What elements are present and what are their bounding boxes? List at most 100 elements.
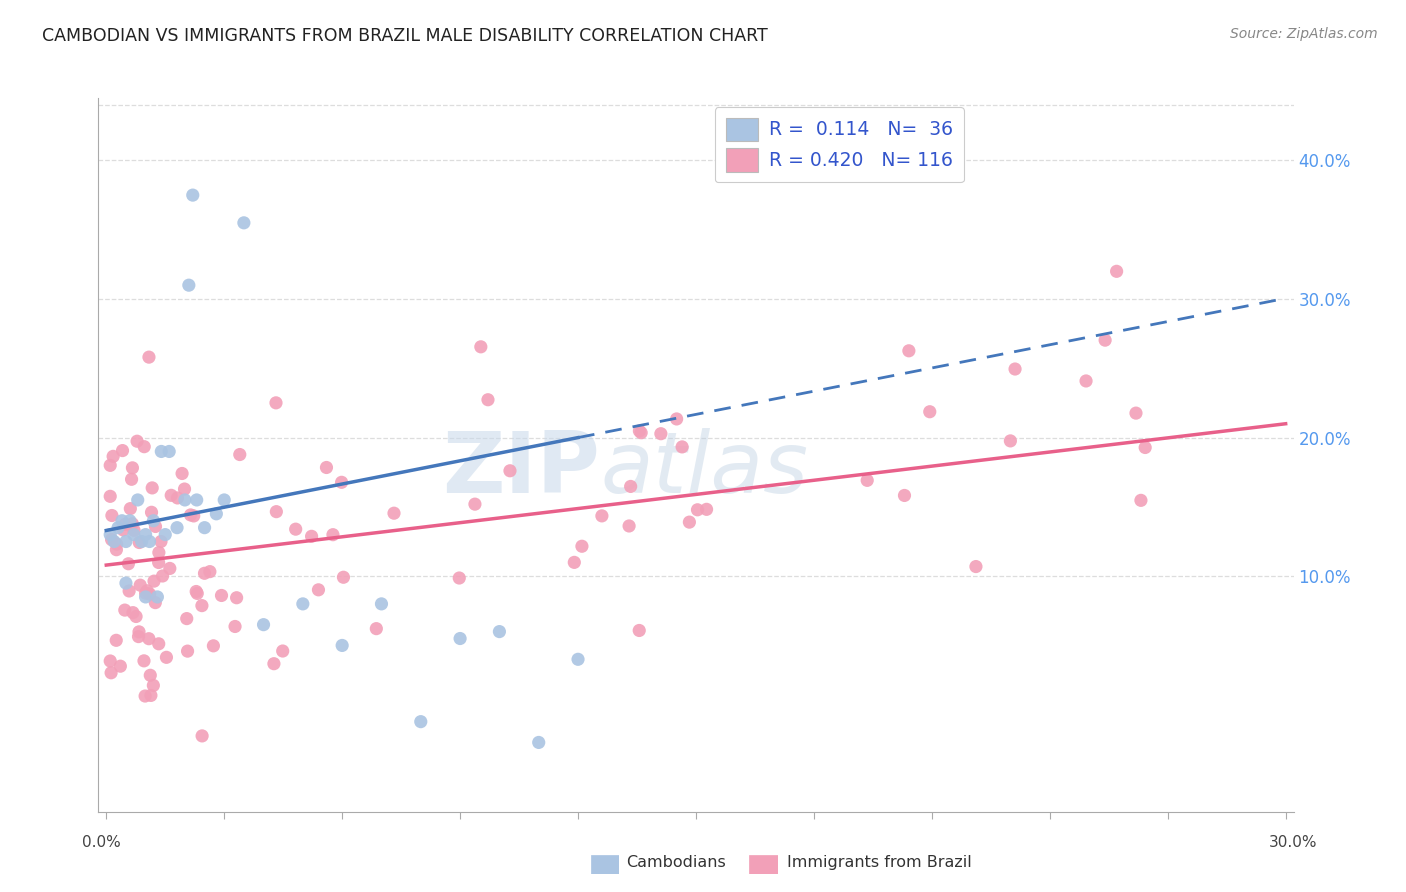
- Point: [142, 678, 165, 692]
- Point: [315, 460, 337, 475]
- Point: [141, 481, 163, 495]
- Point: [176, 611, 198, 625]
- Point: [263, 657, 285, 671]
- Point: [128, 630, 150, 644]
- Point: [122, 524, 145, 538]
- Point: [252, 617, 274, 632]
- Point: [470, 340, 492, 354]
- Point: [628, 424, 651, 438]
- Point: [155, 650, 177, 665]
- Point: [128, 535, 150, 549]
- Point: [965, 559, 987, 574]
- Point: [128, 624, 150, 639]
- Point: [120, 501, 142, 516]
- Point: [370, 597, 392, 611]
- Point: [139, 587, 162, 601]
- Point: [628, 624, 651, 638]
- Text: Cambodians: Cambodians: [626, 855, 725, 870]
- Point: [139, 668, 162, 682]
- Point: [229, 448, 252, 462]
- Point: [136, 583, 159, 598]
- Point: [111, 443, 134, 458]
- Point: [101, 450, 124, 464]
- Point: [409, 714, 432, 729]
- Point: [121, 472, 143, 486]
- Point: [186, 586, 208, 600]
- Point: [138, 632, 160, 646]
- Point: [671, 440, 693, 454]
- Point: [105, 542, 128, 557]
- Point: [98, 527, 121, 541]
- Text: 30.0%: 30.0%: [1270, 836, 1317, 850]
- Point: [205, 507, 228, 521]
- Point: [121, 516, 143, 531]
- Point: [111, 514, 134, 528]
- Text: Immigrants from Brazil: Immigrants from Brazil: [787, 855, 972, 870]
- Point: [665, 412, 688, 426]
- Point: [1133, 441, 1156, 455]
- Point: [103, 534, 125, 549]
- Point: [107, 521, 129, 535]
- Point: [146, 590, 169, 604]
- Point: [1094, 333, 1116, 347]
- Point: [291, 597, 314, 611]
- Point: [150, 534, 173, 549]
- Point: [1004, 362, 1026, 376]
- Point: [696, 502, 718, 516]
- Point: [148, 545, 170, 559]
- Point: [571, 539, 593, 553]
- Point: [897, 343, 920, 358]
- Point: [918, 405, 941, 419]
- Point: [121, 460, 143, 475]
- Point: [159, 561, 181, 575]
- Point: [191, 599, 214, 613]
- Point: [366, 622, 388, 636]
- Point: [105, 537, 128, 551]
- Point: [122, 527, 145, 541]
- Point: [307, 582, 329, 597]
- Point: [567, 652, 589, 666]
- Point: [114, 603, 136, 617]
- Point: [591, 508, 613, 523]
- Point: [174, 492, 197, 507]
- Point: [1105, 264, 1128, 278]
- Point: [166, 491, 188, 505]
- Point: [100, 533, 122, 547]
- Point: [148, 637, 170, 651]
- Point: [183, 508, 205, 523]
- Point: [101, 508, 124, 523]
- Point: [180, 508, 202, 522]
- Point: [155, 527, 177, 541]
- Point: [1125, 406, 1147, 420]
- Point: [152, 569, 174, 583]
- Point: [98, 458, 121, 473]
- Point: [856, 474, 879, 488]
- Point: [118, 514, 141, 528]
- Point: [617, 519, 640, 533]
- Point: [134, 440, 156, 454]
- Point: [177, 278, 200, 293]
- Point: [139, 689, 162, 703]
- Point: [225, 591, 247, 605]
- Point: [135, 586, 157, 600]
- Point: [166, 521, 188, 535]
- Point: [143, 574, 166, 588]
- Point: [322, 527, 344, 541]
- Point: [172, 467, 194, 481]
- Point: [562, 555, 585, 569]
- Point: [499, 464, 522, 478]
- Point: [134, 689, 156, 703]
- Point: [382, 506, 405, 520]
- Point: [186, 584, 208, 599]
- Point: [125, 609, 148, 624]
- Point: [148, 556, 170, 570]
- Point: [678, 515, 700, 529]
- Text: 0.0%: 0.0%: [82, 836, 121, 850]
- Point: [1074, 374, 1097, 388]
- Point: [98, 489, 121, 503]
- Point: [193, 566, 215, 581]
- Point: [143, 596, 166, 610]
- Point: [127, 492, 149, 507]
- Point: [224, 619, 246, 633]
- Point: [202, 639, 225, 653]
